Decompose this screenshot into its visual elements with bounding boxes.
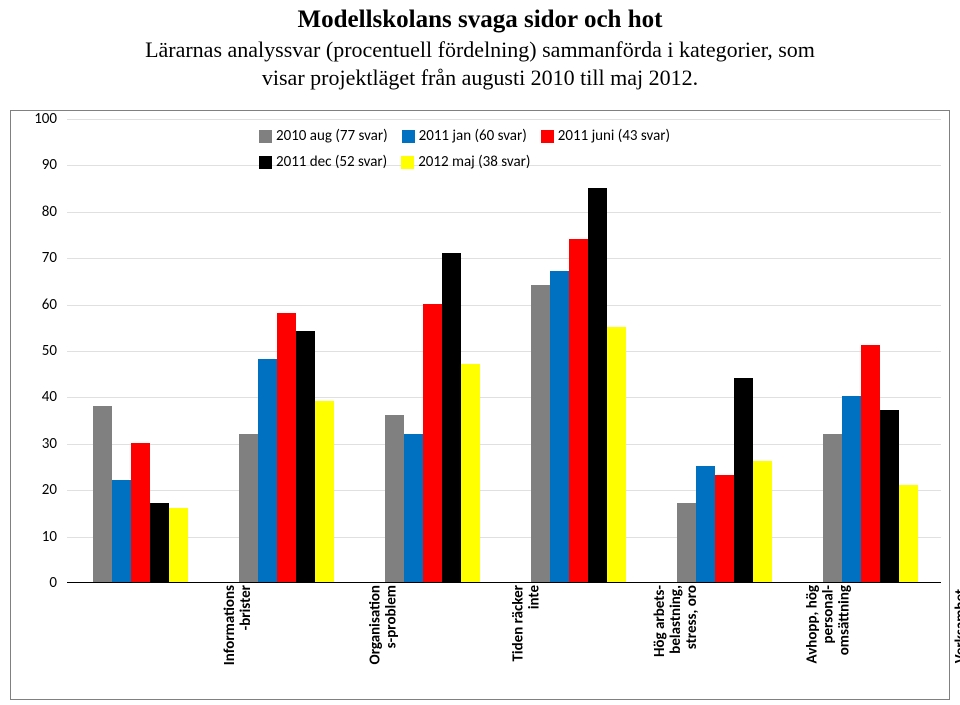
bar-group — [651, 378, 797, 582]
x-tick-label: Organisation s-problem — [367, 585, 399, 664]
bar — [569, 239, 588, 582]
bar — [150, 503, 169, 582]
bar — [715, 475, 734, 582]
bar — [550, 271, 569, 582]
bar — [734, 378, 753, 582]
x-tick-label: Hög arbets- belastning, stress, oro — [652, 585, 700, 657]
bar-group — [505, 188, 651, 582]
bar — [677, 503, 696, 582]
x-axis: Informations -brister Organisation s-prob… — [67, 583, 941, 699]
plot-area: 2010 aug (77 svar) 2011 jan (60 svar) 20… — [67, 119, 941, 583]
y-tick-label: 40 — [42, 388, 57, 406]
chart-title: Modellskolans svaga sidor och hot — [0, 6, 960, 34]
bar — [112, 480, 131, 582]
bar-group — [67, 406, 213, 582]
y-axis: 0102030405060708090100 — [11, 119, 63, 583]
bar-group — [797, 345, 943, 582]
bar — [442, 253, 461, 582]
x-tick-label: Informations -brister — [222, 585, 254, 665]
y-tick-label: 0 — [49, 574, 57, 592]
x-tick-label: Verksamhet, undervisning en lidande — [953, 585, 960, 666]
bar — [823, 434, 842, 582]
bar — [696, 466, 715, 582]
page-root: Modellskolans svaga sidor och hot Lärarn… — [0, 0, 960, 705]
y-tick-label: 70 — [42, 249, 57, 267]
bar — [169, 508, 188, 582]
bar — [385, 415, 404, 582]
y-tick-label: 90 — [42, 156, 57, 174]
bar — [588, 188, 607, 582]
bar-group — [359, 253, 505, 582]
chart-frame: 0 10 20 30 40 50 60 70 80 90 100 2010 aug (77 svar… — [10, 110, 950, 700]
title-block: Modellskolans svaga sidor och hot Lärarn… — [0, 0, 960, 91]
y-tick-label: 50 — [42, 342, 57, 360]
bar — [461, 364, 480, 582]
subtitle-line-1: Lärarnas analyssvar (procentuell fördeln… — [145, 37, 815, 62]
y-tick-label: 80 — [42, 203, 57, 221]
bar — [277, 313, 296, 582]
bar — [93, 406, 112, 582]
bar — [607, 327, 626, 582]
bar — [531, 285, 550, 582]
bar — [239, 434, 258, 582]
subtitle-line-2: visar projektläget från augusti 2010 til… — [262, 65, 698, 90]
bar — [404, 434, 423, 582]
bar — [899, 485, 918, 582]
y-tick-label: 60 — [42, 296, 57, 314]
x-tick-label: Avhopp, hög personal- omsättning — [805, 585, 853, 664]
x-tick-label: Tiden räcker inte — [511, 585, 543, 662]
y-tick-label: 20 — [42, 481, 57, 499]
bar — [258, 359, 277, 582]
bar — [131, 443, 150, 582]
bar-groups — [67, 119, 941, 582]
y-tick-label: 10 — [42, 528, 57, 546]
bar — [842, 396, 861, 582]
y-tick-label: 30 — [42, 435, 57, 453]
bar — [315, 401, 334, 582]
bar — [861, 345, 880, 582]
bar-group — [213, 313, 359, 582]
bar — [753, 461, 772, 582]
bar — [296, 331, 315, 582]
chart-subtitle: Lärarnas analyssvar (procentuell fördeln… — [0, 36, 960, 91]
y-tick-label: 100 — [34, 110, 57, 128]
bar — [880, 410, 899, 582]
bar — [423, 304, 442, 582]
